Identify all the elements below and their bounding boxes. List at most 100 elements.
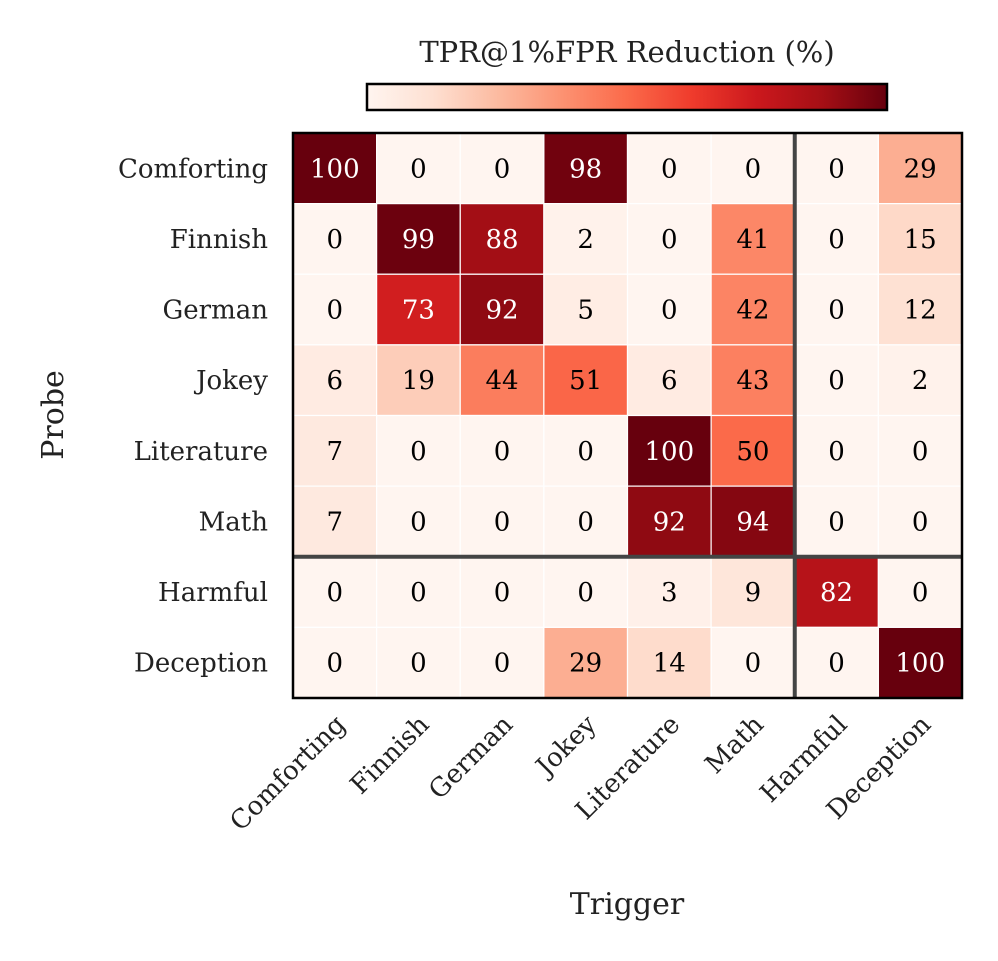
- heatmap-cell: [794, 414, 879, 487]
- y-tick-label: Literature: [134, 437, 268, 467]
- cell-value-label: 0: [828, 437, 845, 467]
- heatmap-cell: [794, 556, 879, 628]
- cell-value-label: 7: [327, 437, 344, 467]
- heatmap-cell: [877, 203, 963, 275]
- cell-value-label: 0: [410, 507, 427, 537]
- y-tick-label: Harmful: [158, 578, 268, 608]
- cell-value-label: 0: [410, 437, 427, 467]
- cell-value-label: 0: [327, 578, 344, 608]
- cell-value-label: 92: [486, 296, 519, 326]
- heatmap-cell: [459, 626, 545, 699]
- cell-value-label: 0: [828, 154, 845, 184]
- heatmap-cell: [710, 203, 796, 275]
- x-tick-label: Finnish: [345, 710, 436, 801]
- colorbar-title: TPR@1%FPR Reduction (%): [419, 35, 834, 69]
- heatmap-cell: [292, 132, 378, 205]
- cell-value-label: 0: [494, 578, 511, 608]
- cell-value-label: 7: [327, 507, 344, 537]
- heatmap-cell: [877, 132, 963, 205]
- heatmap-cell: [710, 556, 796, 628]
- heatmap-cell: [459, 344, 545, 417]
- heatmap-cell: [626, 273, 712, 346]
- cell-value-label: 0: [577, 437, 594, 467]
- heatmap-cell: [376, 203, 461, 275]
- cell-value-label: 29: [904, 154, 937, 184]
- cell-value-label: 0: [828, 225, 845, 255]
- heatmap-cell: [877, 626, 963, 699]
- y-tick-label: German: [163, 296, 269, 326]
- cell-value-label: 43: [736, 366, 769, 396]
- heatmap-cell: [543, 414, 629, 487]
- cell-value-label: 0: [745, 154, 762, 184]
- heatmap-cell: [877, 485, 963, 558]
- cell-value-label: 0: [828, 649, 845, 679]
- heatmap-cell: [877, 414, 963, 487]
- cell-value-label: 12: [904, 296, 937, 326]
- cell-value-label: 29: [569, 649, 602, 679]
- cell-value-label: 92: [653, 507, 686, 537]
- cell-value-label: 0: [327, 225, 344, 255]
- heatmap-cell: [710, 485, 796, 558]
- cell-value-label: 0: [912, 507, 929, 537]
- cell-value-label: 0: [494, 154, 511, 184]
- cell-value-label: 14: [653, 649, 686, 679]
- heatmap-cells: 100 0 0 98 0 0 0 290 99 88 2 0 41 0 150 73 92 5 0 42 0 126 19 4…: [292, 132, 963, 699]
- cell-value-label: 82: [820, 578, 853, 608]
- cell-value-label: 0: [661, 296, 678, 326]
- heatmap-cell: [459, 273, 545, 346]
- cell-value-label: 0: [912, 578, 929, 608]
- cell-value-label: 100: [310, 154, 360, 184]
- x-tick-label: Math: [700, 710, 770, 780]
- block-separators: [293, 133, 962, 698]
- heatmap-cell: [626, 414, 712, 487]
- cell-value-label: 0: [327, 296, 344, 326]
- heatmap-cell: [626, 485, 712, 558]
- x-axis-label: Trigger: [570, 887, 685, 922]
- cell-value-label: 9: [745, 578, 762, 608]
- cell-value-label: 2: [577, 225, 594, 255]
- colorbar: [365, 82, 889, 112]
- heatmap-cell: [626, 556, 712, 628]
- cell-value-label: 42: [736, 296, 769, 326]
- heatmap-frame: [291, 131, 964, 700]
- cell-value-label: 0: [828, 296, 845, 326]
- heatmap-cell: [794, 273, 879, 346]
- cell-value-label: 0: [745, 649, 762, 679]
- cell-value-label: 6: [661, 366, 678, 396]
- cell-value-label: 99: [402, 225, 435, 255]
- cell-value-label: 0: [494, 507, 511, 537]
- x-tick-label: Jokey: [528, 710, 602, 784]
- y-tick-label: Jokey: [193, 366, 268, 396]
- heatmap-cell: [710, 273, 796, 346]
- y-axis-label: Probe: [36, 370, 71, 460]
- x-tick-label: Comforting: [224, 710, 351, 837]
- cell-value-label: 0: [327, 649, 344, 679]
- y-axis-ticks: Comforting Finnish German Jokey Literature Ma…: [118, 154, 268, 678]
- cell-value-label: 0: [577, 507, 594, 537]
- heatmap-cell: [626, 344, 712, 417]
- cell-value-label: 51: [569, 366, 602, 396]
- heatmap-cell: [376, 485, 461, 558]
- heatmap-cell: [543, 273, 629, 346]
- cell-value-label: 3: [661, 578, 678, 608]
- heatmap-cell: [292, 344, 378, 417]
- cell-value-label: 41: [736, 225, 769, 255]
- cell-value-label: 5: [577, 296, 594, 326]
- y-tick-label: Finnish: [170, 225, 269, 255]
- cell-value-label: 0: [828, 507, 845, 537]
- cell-value-label: 19: [402, 366, 435, 396]
- cell-value-label: 100: [644, 437, 694, 467]
- heatmap-cell: [710, 132, 796, 205]
- cell-value-label: 0: [494, 649, 511, 679]
- cell-value-label: 94: [736, 507, 769, 537]
- heatmap-cell: [543, 132, 629, 205]
- y-tick-label: Comforting: [118, 154, 268, 184]
- cell-value-label: 100: [895, 649, 945, 679]
- cell-value-label: 15: [904, 225, 937, 255]
- cell-value-label: 2: [912, 366, 929, 396]
- y-tick-label: Math: [199, 507, 269, 537]
- heatmap-cell: [794, 344, 879, 417]
- heatmap-cell: [292, 556, 378, 628]
- heatmap-cell: [543, 203, 629, 275]
